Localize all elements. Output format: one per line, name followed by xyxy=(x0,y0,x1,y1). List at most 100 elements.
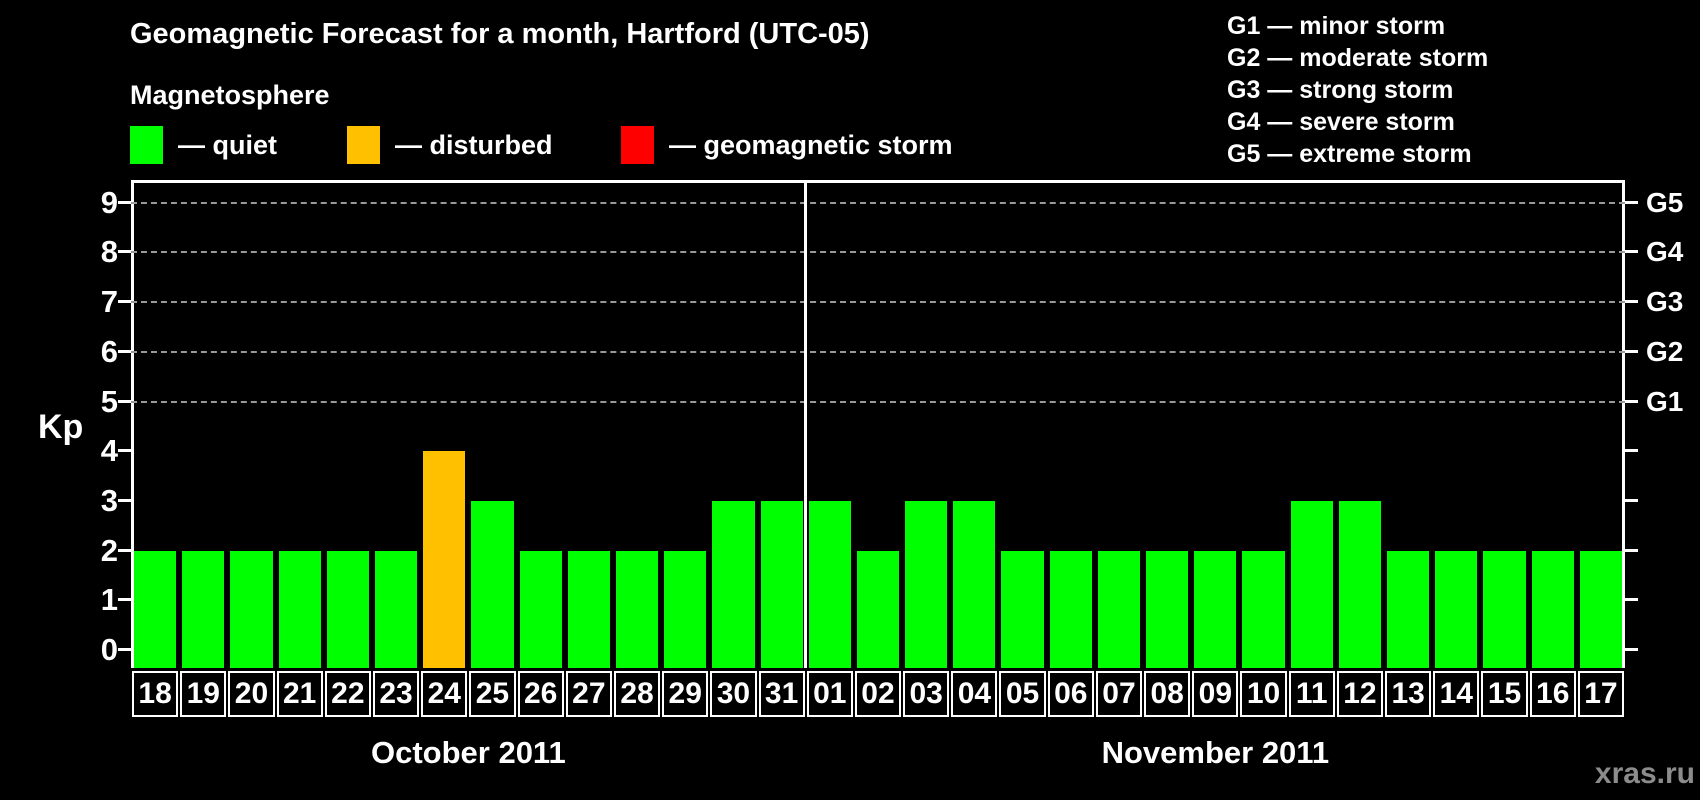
kp-bar-oct-22 xyxy=(326,550,369,668)
right-tick-kp-1 xyxy=(1625,598,1638,602)
day-label-nov-15: 15 xyxy=(1481,671,1528,717)
kp-bar-oct-25 xyxy=(471,500,514,668)
kp-bar-oct-18 xyxy=(134,550,177,668)
day-label-oct-31: 31 xyxy=(758,671,805,717)
right-tick-kp-0 xyxy=(1625,648,1638,651)
day-label-oct-20: 20 xyxy=(228,671,275,717)
g-scale-legend: G1 — minor storm G2 — moderate storm G3 … xyxy=(1227,10,1488,170)
day-label-nov-08: 08 xyxy=(1144,671,1191,717)
day-label-nov-06: 06 xyxy=(1047,671,1094,717)
kp-bar-oct-30 xyxy=(712,500,755,668)
kp-bar-nov-10 xyxy=(1242,550,1285,668)
storm-color-swatch xyxy=(621,126,654,164)
kp-bar-nov-09 xyxy=(1194,550,1237,668)
y-tick-label-4: 4 xyxy=(100,433,118,469)
kp-bar-nov-02 xyxy=(856,550,900,668)
kp-bar-nov-04 xyxy=(953,500,996,668)
right-axis-label-G4: G4 xyxy=(1646,236,1684,268)
legend-item-label: — geomagnetic storm xyxy=(669,129,953,160)
month-divider-line xyxy=(804,180,808,668)
kp-bar-nov-17 xyxy=(1579,550,1622,668)
right-tick-kp-5 xyxy=(1625,399,1638,403)
quiet-color-swatch xyxy=(130,126,163,164)
y-tick-label-1: 1 xyxy=(100,582,118,618)
kp-bar-nov-16 xyxy=(1531,550,1574,668)
left-tick-kp-0 xyxy=(118,648,131,651)
day-label-oct-22: 22 xyxy=(324,671,371,717)
day-label-nov-16: 16 xyxy=(1529,671,1576,717)
magnetosphere-legend-title: Magnetosphere xyxy=(130,80,330,110)
g-scale-legend-line: G1 — minor storm xyxy=(1227,12,1446,40)
legend-item-label: — disturbed xyxy=(395,129,553,160)
kp-bar-nov-15 xyxy=(1483,550,1526,668)
left-tick-kp-3 xyxy=(118,498,131,502)
day-label-nov-05: 05 xyxy=(999,671,1046,717)
day-label-nov-09: 09 xyxy=(1192,671,1239,717)
kp-bar-nov-14 xyxy=(1435,550,1478,668)
month-label-november: November 2011 xyxy=(1101,735,1330,770)
legend-item-label: — quiet xyxy=(178,129,277,160)
right-tick-kp-6 xyxy=(1625,349,1638,353)
day-label-oct-21: 21 xyxy=(276,671,323,717)
y-axis-label-kp: Kp xyxy=(38,408,84,446)
gridline-kp-8 xyxy=(131,251,1625,254)
kp-bar-oct-24 xyxy=(423,451,466,668)
g-scale-legend-line: G5 — extreme storm xyxy=(1227,140,1472,168)
kp-bar-oct-19 xyxy=(182,550,225,668)
y-tick-label-0: 0 xyxy=(100,632,118,667)
month-label-october: October 2011 xyxy=(370,735,566,770)
day-label-nov-02: 02 xyxy=(854,671,902,717)
day-label-oct-27: 27 xyxy=(565,671,612,717)
y-tick-label-3: 3 xyxy=(100,482,118,518)
right-tick-kp-7 xyxy=(1625,300,1638,304)
day-label-oct-24: 24 xyxy=(421,671,468,717)
kp-bar-oct-31 xyxy=(760,500,803,668)
kp-bar-nov-08 xyxy=(1146,550,1189,668)
kp-bar-nov-06 xyxy=(1049,550,1092,668)
g-scale-legend-line: G2 — moderate storm xyxy=(1227,44,1489,72)
kp-bar-oct-27 xyxy=(567,550,610,668)
left-tick-kp-7 xyxy=(118,300,131,304)
right-tick-kp-3 xyxy=(1625,498,1638,502)
kp-bar-nov-12 xyxy=(1338,500,1382,668)
left-tick-kp-6 xyxy=(118,349,131,353)
left-tick-kp-8 xyxy=(118,250,131,254)
kp-bar-nov-11 xyxy=(1290,500,1333,668)
day-label-oct-23: 23 xyxy=(372,671,420,717)
gridline-kp-9 xyxy=(131,201,1625,204)
day-label-nov-13: 13 xyxy=(1385,671,1432,717)
day-label-oct-29: 29 xyxy=(662,671,709,717)
day-label-oct-18: 18 xyxy=(132,671,179,717)
right-tick-kp-8 xyxy=(1625,250,1638,254)
watermark-xras-ru: xras.ru xyxy=(1594,757,1695,790)
right-tick-kp-2 xyxy=(1625,548,1638,552)
day-label-oct-28: 28 xyxy=(613,671,661,717)
gridline-kp-5 xyxy=(131,400,1625,403)
y-tick-label-6: 6 xyxy=(100,333,118,369)
kp-bar-oct-26 xyxy=(519,550,562,668)
day-label-nov-03: 03 xyxy=(903,671,950,717)
left-tick-kp-1 xyxy=(118,598,131,602)
kp-bar-oct-21 xyxy=(278,550,321,668)
kp-bar-nov-05 xyxy=(1001,550,1044,668)
g-scale-legend-line: G4 — severe storm xyxy=(1227,108,1455,136)
plot-frame xyxy=(131,180,1625,668)
day-label-nov-07: 07 xyxy=(1095,671,1143,717)
kp-bar-nov-07 xyxy=(1097,550,1141,668)
magnetosphere-legend: — quiet — disturbed — geomagnetic storm xyxy=(130,126,1030,168)
day-label-oct-26: 26 xyxy=(517,671,564,717)
legend-item-disturbed: — disturbed xyxy=(347,126,553,164)
disturbed-color-swatch xyxy=(347,126,380,164)
day-label-oct-30: 30 xyxy=(710,671,757,717)
y-tick-label-9: 9 xyxy=(100,184,118,220)
left-tick-kp-9 xyxy=(118,200,131,204)
left-tick-kp-2 xyxy=(118,548,131,552)
gridline-kp-7 xyxy=(131,301,1625,304)
day-label-oct-19: 19 xyxy=(180,671,227,717)
left-tick-kp-5 xyxy=(118,399,131,403)
right-axis-label-G1: G1 xyxy=(1646,385,1684,417)
day-label-oct-25: 25 xyxy=(469,671,516,717)
kp-bar-nov-01 xyxy=(808,500,851,668)
kp-bar-oct-28 xyxy=(615,550,659,668)
kp-bar-nov-03 xyxy=(905,500,948,668)
